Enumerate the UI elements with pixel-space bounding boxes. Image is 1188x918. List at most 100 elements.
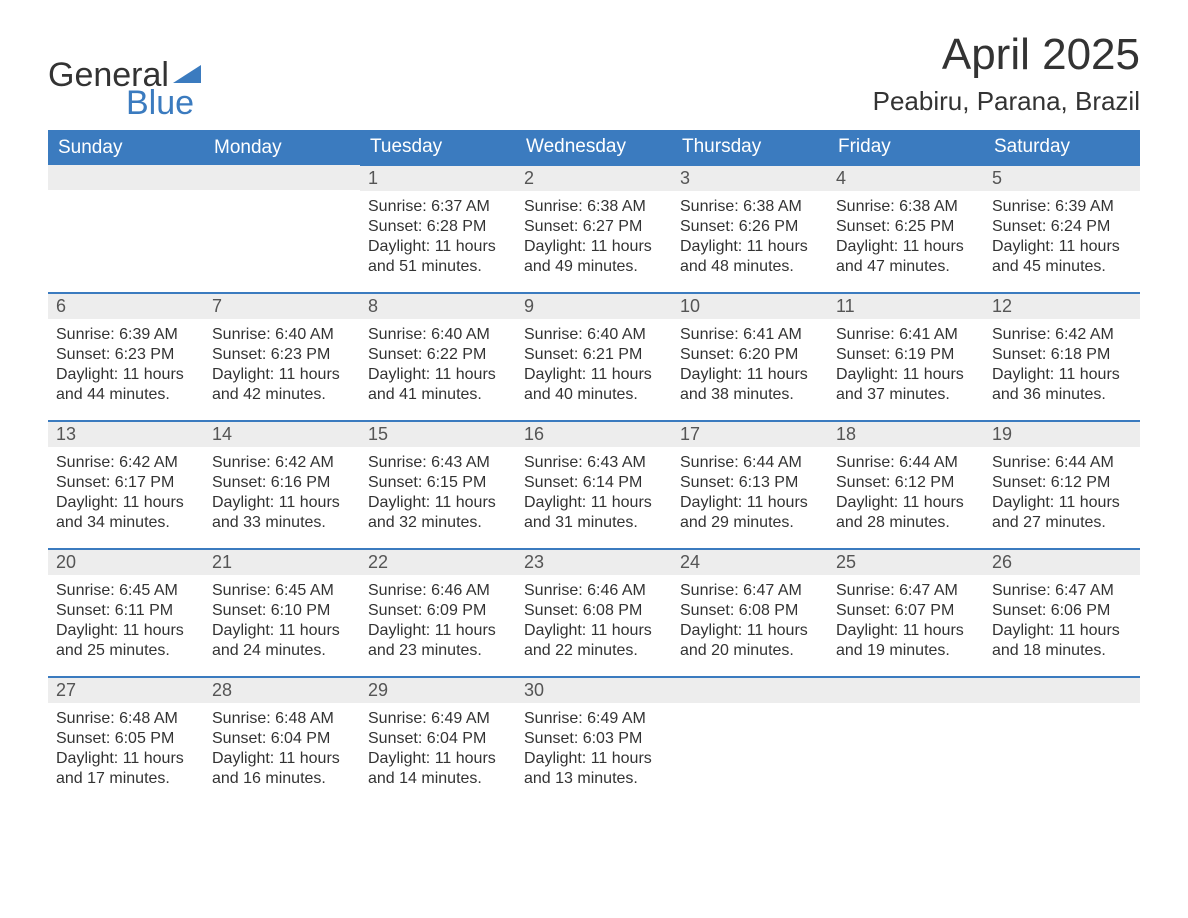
day-number: 26	[984, 550, 1140, 575]
day-number: 21	[204, 550, 360, 575]
day-details: Sunrise: 6:48 AMSunset: 6:05 PMDaylight:…	[48, 703, 204, 799]
calendar-cell	[48, 165, 204, 293]
day-details: Sunrise: 6:42 AMSunset: 6:17 PMDaylight:…	[48, 447, 204, 543]
daylight-line: Daylight: 11 hours and 29 minutes.	[680, 493, 820, 533]
brand-logo: General Blue	[48, 30, 201, 120]
sunset-line: Sunset: 6:23 PM	[56, 345, 196, 365]
day-details: Sunrise: 6:39 AMSunset: 6:24 PMDaylight:…	[984, 191, 1140, 287]
sunset-line: Sunset: 6:16 PM	[212, 473, 352, 493]
sunset-line: Sunset: 6:14 PM	[524, 473, 664, 493]
sunrise-line: Sunrise: 6:42 AM	[992, 325, 1132, 345]
sunset-line: Sunset: 6:28 PM	[368, 217, 508, 237]
day-details: Sunrise: 6:42 AMSunset: 6:18 PMDaylight:…	[984, 319, 1140, 415]
sunset-line: Sunset: 6:06 PM	[992, 601, 1132, 621]
sunset-line: Sunset: 6:12 PM	[992, 473, 1132, 493]
day-number: 16	[516, 422, 672, 447]
flag-icon	[173, 65, 201, 85]
weekday-header: Tuesday	[360, 130, 516, 165]
daylight-line: Daylight: 11 hours and 36 minutes.	[992, 365, 1132, 405]
day-details: Sunrise: 6:38 AMSunset: 6:25 PMDaylight:…	[828, 191, 984, 287]
sunset-line: Sunset: 6:22 PM	[368, 345, 508, 365]
day-details: Sunrise: 6:43 AMSunset: 6:15 PMDaylight:…	[360, 447, 516, 543]
calendar-cell: 23Sunrise: 6:46 AMSunset: 6:08 PMDayligh…	[516, 549, 672, 677]
sunrise-line: Sunrise: 6:46 AM	[368, 581, 508, 601]
sunset-line: Sunset: 6:19 PM	[836, 345, 976, 365]
daylight-line: Daylight: 11 hours and 47 minutes.	[836, 237, 976, 277]
sunrise-line: Sunrise: 6:38 AM	[524, 197, 664, 217]
day-number: 28	[204, 678, 360, 703]
sunset-line: Sunset: 6:18 PM	[992, 345, 1132, 365]
daylight-line: Daylight: 11 hours and 28 minutes.	[836, 493, 976, 533]
day-details: Sunrise: 6:45 AMSunset: 6:11 PMDaylight:…	[48, 575, 204, 671]
day-number: 5	[984, 166, 1140, 191]
daylight-line: Daylight: 11 hours and 51 minutes.	[368, 237, 508, 277]
calendar-cell: 22Sunrise: 6:46 AMSunset: 6:09 PMDayligh…	[360, 549, 516, 677]
calendar-cell: 19Sunrise: 6:44 AMSunset: 6:12 PMDayligh…	[984, 421, 1140, 549]
day-details: Sunrise: 6:40 AMSunset: 6:23 PMDaylight:…	[204, 319, 360, 415]
daylight-line: Daylight: 11 hours and 18 minutes.	[992, 621, 1132, 661]
day-number: 25	[828, 550, 984, 575]
sunset-line: Sunset: 6:27 PM	[524, 217, 664, 237]
day-details: Sunrise: 6:47 AMSunset: 6:06 PMDaylight:…	[984, 575, 1140, 671]
sunset-line: Sunset: 6:17 PM	[56, 473, 196, 493]
sunrise-line: Sunrise: 6:47 AM	[992, 581, 1132, 601]
sunrise-line: Sunrise: 6:49 AM	[368, 709, 508, 729]
daylight-line: Daylight: 11 hours and 24 minutes.	[212, 621, 352, 661]
calendar-body: 1Sunrise: 6:37 AMSunset: 6:28 PMDaylight…	[48, 165, 1140, 805]
sunrise-line: Sunrise: 6:41 AM	[836, 325, 976, 345]
day-number: 14	[204, 422, 360, 447]
day-number: 27	[48, 678, 204, 703]
sunrise-line: Sunrise: 6:43 AM	[524, 453, 664, 473]
calendar-cell: 26Sunrise: 6:47 AMSunset: 6:06 PMDayligh…	[984, 549, 1140, 677]
day-number: 18	[828, 422, 984, 447]
sunset-line: Sunset: 6:20 PM	[680, 345, 820, 365]
calendar-cell	[828, 677, 984, 805]
day-details: Sunrise: 6:40 AMSunset: 6:22 PMDaylight:…	[360, 319, 516, 415]
daylight-line: Daylight: 11 hours and 45 minutes.	[992, 237, 1132, 277]
day-details: Sunrise: 6:38 AMSunset: 6:27 PMDaylight:…	[516, 191, 672, 287]
calendar-cell: 24Sunrise: 6:47 AMSunset: 6:08 PMDayligh…	[672, 549, 828, 677]
day-number: 3	[672, 166, 828, 191]
calendar-row: 1Sunrise: 6:37 AMSunset: 6:28 PMDaylight…	[48, 165, 1140, 293]
daylight-line: Daylight: 11 hours and 16 minutes.	[212, 749, 352, 789]
weekday-header: Saturday	[984, 130, 1140, 165]
sunrise-line: Sunrise: 6:37 AM	[368, 197, 508, 217]
sunset-line: Sunset: 6:15 PM	[368, 473, 508, 493]
sunrise-line: Sunrise: 6:38 AM	[680, 197, 820, 217]
sunset-line: Sunset: 6:25 PM	[836, 217, 976, 237]
calendar-cell: 20Sunrise: 6:45 AMSunset: 6:11 PMDayligh…	[48, 549, 204, 677]
daylight-line: Daylight: 11 hours and 22 minutes.	[524, 621, 664, 661]
calendar-row: 27Sunrise: 6:48 AMSunset: 6:05 PMDayligh…	[48, 677, 1140, 805]
day-number: 29	[360, 678, 516, 703]
calendar-cell: 5Sunrise: 6:39 AMSunset: 6:24 PMDaylight…	[984, 165, 1140, 293]
calendar-cell: 21Sunrise: 6:45 AMSunset: 6:10 PMDayligh…	[204, 549, 360, 677]
sunrise-line: Sunrise: 6:48 AM	[56, 709, 196, 729]
calendar-cell: 27Sunrise: 6:48 AMSunset: 6:05 PMDayligh…	[48, 677, 204, 805]
calendar-row: 20Sunrise: 6:45 AMSunset: 6:11 PMDayligh…	[48, 549, 1140, 677]
weekday-header: Sunday	[48, 130, 204, 165]
day-number-empty	[48, 165, 204, 190]
calendar-cell: 25Sunrise: 6:47 AMSunset: 6:07 PMDayligh…	[828, 549, 984, 677]
sunset-line: Sunset: 6:03 PM	[524, 729, 664, 749]
daylight-line: Daylight: 11 hours and 17 minutes.	[56, 749, 196, 789]
day-details: Sunrise: 6:46 AMSunset: 6:09 PMDaylight:…	[360, 575, 516, 671]
day-number: 6	[48, 294, 204, 319]
sunrise-line: Sunrise: 6:40 AM	[524, 325, 664, 345]
weekday-header: Monday	[204, 130, 360, 165]
sunrise-line: Sunrise: 6:38 AM	[836, 197, 976, 217]
sunrise-line: Sunrise: 6:46 AM	[524, 581, 664, 601]
sunset-line: Sunset: 6:11 PM	[56, 601, 196, 621]
sunrise-line: Sunrise: 6:47 AM	[836, 581, 976, 601]
sunset-line: Sunset: 6:08 PM	[524, 601, 664, 621]
sunrise-line: Sunrise: 6:42 AM	[56, 453, 196, 473]
title-block: April 2025 Peabiru, Parana, Brazil	[873, 30, 1140, 117]
day-details: Sunrise: 6:46 AMSunset: 6:08 PMDaylight:…	[516, 575, 672, 671]
sunset-line: Sunset: 6:21 PM	[524, 345, 664, 365]
calendar-header-row: SundayMondayTuesdayWednesdayThursdayFrid…	[48, 130, 1140, 165]
day-details: Sunrise: 6:48 AMSunset: 6:04 PMDaylight:…	[204, 703, 360, 799]
calendar-cell: 3Sunrise: 6:38 AMSunset: 6:26 PMDaylight…	[672, 165, 828, 293]
sunset-line: Sunset: 6:23 PM	[212, 345, 352, 365]
calendar-row: 6Sunrise: 6:39 AMSunset: 6:23 PMDaylight…	[48, 293, 1140, 421]
day-details: Sunrise: 6:45 AMSunset: 6:10 PMDaylight:…	[204, 575, 360, 671]
sunset-line: Sunset: 6:24 PM	[992, 217, 1132, 237]
